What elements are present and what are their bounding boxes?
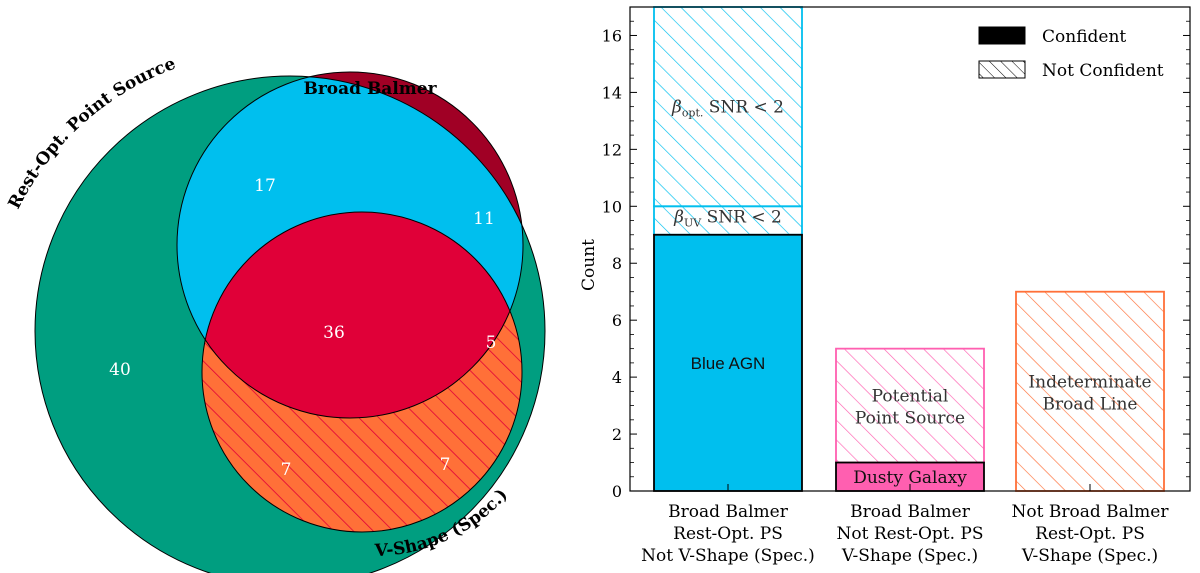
x-axis: Broad Balmer Rest-Opt. PS Not V-Shape (Spe… bbox=[641, 484, 1169, 566]
bar-segment-label-0: Blue AGN bbox=[691, 354, 766, 373]
venn-value-ps-only: 40 bbox=[109, 360, 131, 380]
venn-outline-broad-balmer bbox=[176, 71, 524, 419]
x-tick-label-0: Broad Balmer Rest-Opt. PS Not V-Shape (Spe… bbox=[641, 502, 815, 566]
venn-value-ps-balmer: 17 bbox=[254, 176, 276, 196]
legend-swatch-not-confident bbox=[978, 60, 1026, 79]
venn-outline-v-shape bbox=[201, 211, 523, 533]
bar-chart: Blue AGN βUV SNR < 2 βopt. SNR < 2 Dusty Ga… bbox=[579, 6, 1191, 566]
bar-segment-2 bbox=[653, 6, 803, 208]
y-axis: 0 2 4 6 8 10 12 14 16 bbox=[602, 20, 1190, 501]
bar-segment-0 bbox=[653, 233, 803, 492]
y-tick-label-7: 14 bbox=[602, 83, 622, 102]
legend-label-confident: Confident bbox=[1042, 27, 1126, 47]
venn-region-all-three bbox=[202, 212, 522, 418]
bar-segment-label-2: βopt. SNR < 2 bbox=[671, 98, 784, 120]
y-tick-label-4: 8 bbox=[612, 254, 622, 273]
bar-segment-4 bbox=[835, 347, 985, 464]
y-axis-label: Count bbox=[579, 239, 599, 291]
bar-segment-label-4: Potential Point Source bbox=[855, 387, 965, 429]
venn-diagram: 40 17 11 36 5 7 7 Rest-Opt. Point Source… bbox=[5, 54, 546, 573]
venn-outline-rest-opt-ps bbox=[34, 75, 546, 573]
legend-label-not-confident: Not Confident bbox=[1042, 61, 1164, 81]
y-tick-label-3: 6 bbox=[612, 311, 622, 330]
bar-segment-label-5: Indeterminate Broad Line bbox=[1028, 372, 1151, 414]
x-tick-label-2: Not Broad Balmer Rest-Opt. PS V-Shape (Spe… bbox=[1012, 502, 1170, 566]
y-tick-label-8: 16 bbox=[602, 26, 622, 45]
x-tick-label-1: Broad Balmer Not Rest-Opt. PS V-Shape (Spe… bbox=[836, 502, 983, 566]
bar-segment-labels: Blue AGN βUV SNR < 2 βopt. SNR < 2 Dusty Ga… bbox=[671, 98, 1152, 488]
bar-segment-label-3: Dusty Galaxy bbox=[853, 468, 967, 488]
venn-value-balmer-vshape: 5 bbox=[486, 333, 497, 353]
bar-segment-1 bbox=[653, 205, 803, 236]
bar-segment-label-1: βUV SNR < 2 bbox=[673, 207, 782, 229]
venn-value-balmer-only: 11 bbox=[473, 209, 495, 229]
y-tick-label-5: 10 bbox=[602, 197, 622, 216]
venn-value-all-three: 36 bbox=[323, 323, 345, 343]
venn-label-broad-balmer: Broad Balmer bbox=[303, 79, 437, 99]
y-tick-label-1: 2 bbox=[612, 425, 622, 444]
y-tick-label-2: 4 bbox=[612, 368, 622, 387]
legend: Confident Not Confident bbox=[978, 26, 1164, 81]
venn-value-ps-vshape: 7 bbox=[281, 460, 292, 480]
bar-segments bbox=[653, 6, 1165, 492]
y-tick-label-6: 12 bbox=[602, 140, 622, 159]
venn-value-vshape-only: 7 bbox=[440, 455, 451, 475]
y-tick-label-0: 0 bbox=[612, 482, 622, 501]
legend-swatch-confident bbox=[978, 26, 1026, 45]
